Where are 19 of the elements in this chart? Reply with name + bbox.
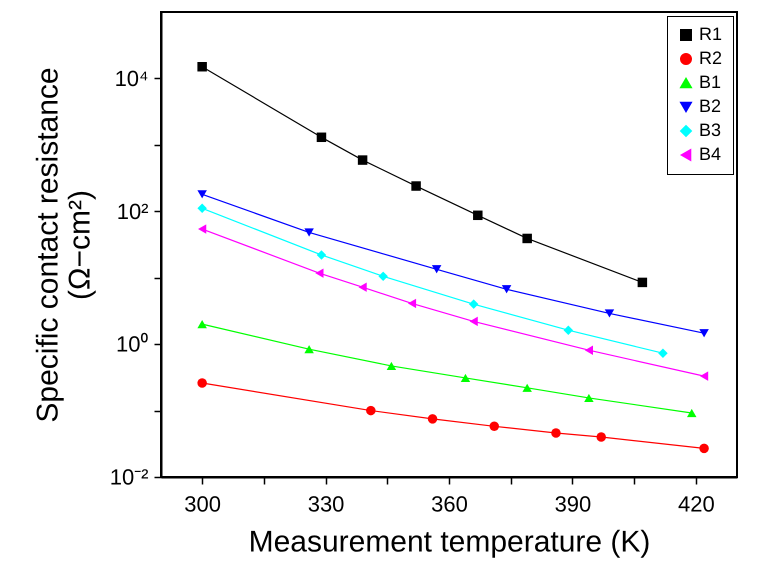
x-axis-title: Measurement temperature (K)	[248, 526, 650, 558]
point	[197, 62, 207, 72]
y-tick-label: 10⁴	[114, 66, 148, 91]
legend-label: B4	[699, 144, 722, 164]
legend-label: B3	[699, 120, 722, 140]
legend-label: R1	[699, 24, 722, 44]
x-tick-label: 390	[554, 492, 592, 516]
y-tick-label: 10⁻²	[110, 464, 148, 490]
y-tick-label: 10²	[116, 198, 148, 224]
legend-label: R2	[699, 48, 722, 68]
x-tick-label: 360	[431, 492, 468, 516]
y-tick-label: 10⁰	[116, 332, 148, 357]
legend-label: B1	[699, 72, 722, 92]
x-tick-label: 420	[678, 492, 715, 516]
y-axis-title: Specific contact resistance (Ω−cm²)	[32, 67, 97, 423]
legend-label: B2	[699, 96, 722, 116]
x-tick-label: 300	[184, 492, 221, 516]
point	[596, 432, 606, 442]
x-tick-label: 330	[308, 492, 344, 516]
